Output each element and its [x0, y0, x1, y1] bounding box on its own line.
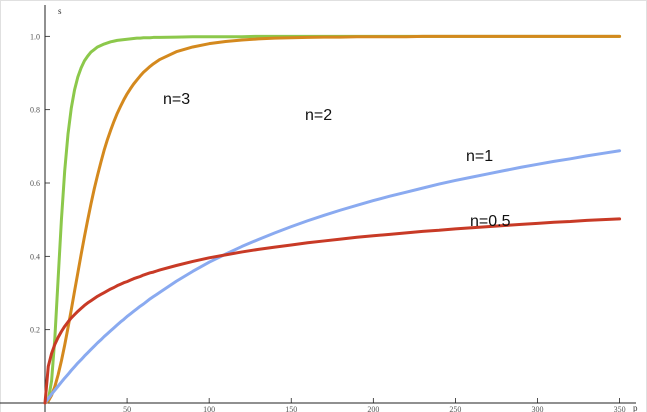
- series-label-n2: n=2: [305, 107, 332, 124]
- series-line-n-0-5: [43, 217, 622, 405]
- series-label-n1: n=1: [466, 148, 493, 165]
- series-line-n-1: [43, 149, 622, 405]
- x-tick-label: 250: [449, 405, 461, 412]
- y-tick-label: 0.2: [30, 326, 40, 335]
- y-tick-label: 0.8: [30, 106, 40, 115]
- series-label-n3: n=3: [163, 91, 190, 108]
- x-tick-label: 100: [203, 405, 215, 412]
- x-tick-label: 150: [285, 405, 297, 412]
- y-tick-label: 0.6: [30, 179, 40, 188]
- x-axis-label: p: [633, 403, 638, 412]
- y-tick-label: 1.0: [30, 32, 40, 41]
- y-tick-label: 0.4: [30, 252, 40, 261]
- data-series: [43, 34, 622, 405]
- axis-ticks: 50 100 150 200 250 300 350 0.2 0.4 0.6 0.8 1.0: [30, 32, 626, 412]
- series-line-n-2: [43, 34, 622, 405]
- series-label-n05: n=0.5: [470, 213, 511, 230]
- x-tick-label: 350: [614, 405, 626, 412]
- x-tick-label: 200: [367, 405, 379, 412]
- y-axis-label: s: [58, 6, 62, 16]
- x-tick-label: 300: [532, 405, 544, 412]
- x-tick-label: 50: [123, 405, 131, 412]
